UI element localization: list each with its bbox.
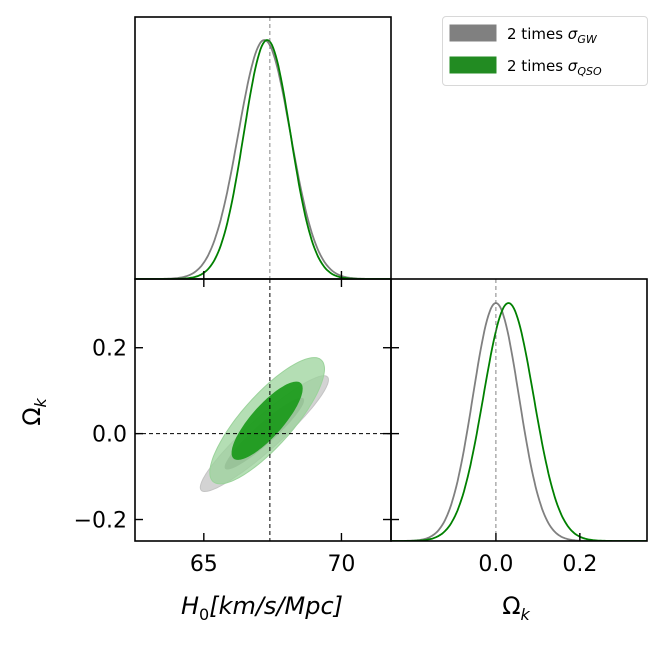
omegak-diag-tick-label-0: 0.0 <box>478 552 513 577</box>
h0-marginal-gw <box>135 39 391 279</box>
contour-inner-qso <box>231 381 303 460</box>
legend: 2 times σGW 2 times σQSO <box>442 16 648 86</box>
contour-layer <box>199 357 329 493</box>
h0-tick-label-0: 65 <box>190 552 218 577</box>
omegak-marginal-panel: 0.0 0.2 <box>390 278 648 577</box>
h0-omegak-contour-panel: 65 70 −0.2 0.0 0.2 <box>74 278 392 577</box>
h0-marginal-panel <box>134 16 392 280</box>
h0-panel-frame <box>134 16 392 280</box>
legend-svg: 2 times σGW 2 times σQSO <box>449 24 602 78</box>
h0-panel-ticks <box>203 271 343 279</box>
omegak-marginal-qso <box>391 302 647 541</box>
h0-marginal-curves <box>135 39 391 279</box>
contour-panel-ticks: 65 70 −0.2 0.0 0.2 <box>74 279 391 577</box>
omegak-panel-frame <box>390 278 648 542</box>
omegak-tick-label-1: 0.0 <box>92 423 127 448</box>
omegak-marginal-curves <box>391 302 647 541</box>
h0-tick-label-1: 70 <box>327 552 355 577</box>
h0-axis-label: H0[km/s/Mpc] <box>181 592 343 624</box>
legend-label-qso: 2 times σQSO <box>507 57 602 78</box>
legend-swatch-qso <box>449 56 497 74</box>
legend-swatch-gw <box>449 24 497 42</box>
omegak-axis-label: Ωk <box>502 592 530 624</box>
omegak-marginal-gw <box>391 302 647 541</box>
omegak-panel-ticks: 0.0 0.2 <box>391 347 597 577</box>
omegak-y-axis-label: Ωk <box>18 397 50 425</box>
omegak-tick-label-0: −0.2 <box>74 509 127 534</box>
h0-marginal-qso <box>135 39 391 279</box>
legend-label-gw: 2 times σGW <box>507 25 598 46</box>
omegak-diag-tick-label-1: 0.2 <box>562 552 597 577</box>
omegak-tick-label-2: 0.2 <box>92 337 127 362</box>
